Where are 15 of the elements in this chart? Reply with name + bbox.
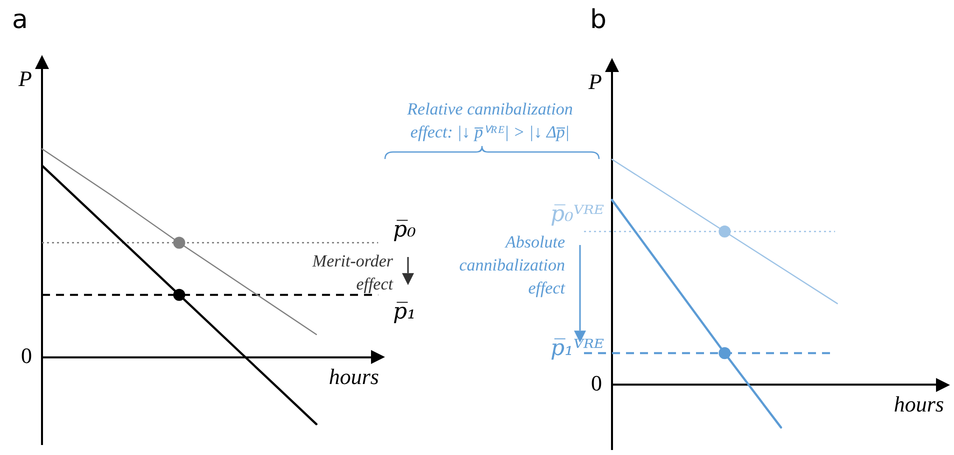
chart-title: b <box>590 4 607 35</box>
y-axis-title: P <box>588 68 602 94</box>
text: Absolute cannibalization effect <box>459 232 566 298</box>
annotation: Merit-order effect <box>311 251 394 294</box>
ref-line-label: p̅₁ⱽᴿᴱ <box>550 336 604 361</box>
ref-line-label: p̅₁ <box>393 300 416 325</box>
y-axis-title: P <box>18 66 32 91</box>
x-axis-title: hours <box>328 364 379 390</box>
ref-line-label: p̅₀ <box>393 217 416 242</box>
text: Relative cannibalization effect: |↓ p̅ⱽᴿᴱ| > |↓ Δp̅| <box>406 99 573 142</box>
text: 0 <box>591 370 602 396</box>
x-axis-title: hours <box>894 391 944 416</box>
chart-title: a <box>12 4 28 35</box>
text: 0 <box>21 343 32 368</box>
ref-line-label: p̅₀ⱽᴿᴱ <box>550 202 604 228</box>
